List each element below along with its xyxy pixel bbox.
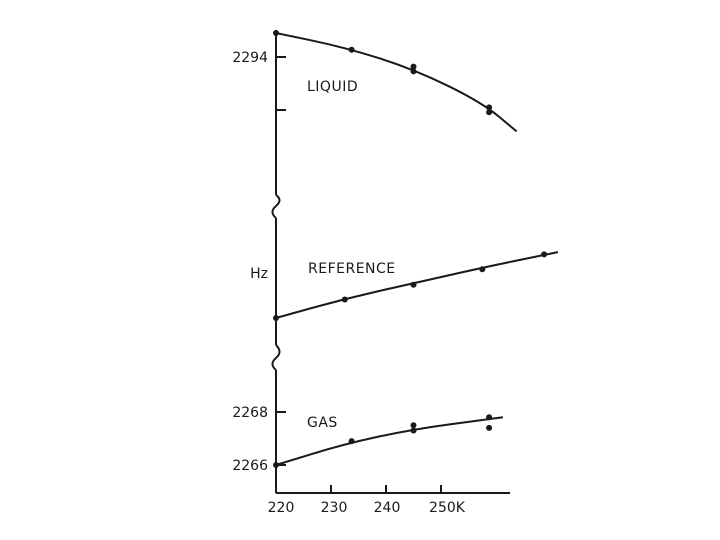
gas-data-point [348, 438, 355, 445]
series-label-reference: REFERENCE [308, 261, 396, 277]
liquid-data-point [410, 68, 417, 75]
chart-marks [273, 30, 559, 468]
reference-fit-curve [275, 251, 559, 319]
liquid-fit-curve [275, 32, 518, 133]
series-label-liquid: LIQUID [307, 79, 358, 95]
y-tick-label-2266: 2266 [232, 458, 268, 474]
liquid-data-point [486, 109, 493, 116]
gas-data-point [486, 414, 493, 421]
liquid-data-point [410, 63, 417, 70]
x-tick-label-240: 240 [374, 500, 401, 516]
liquid-data-point [273, 30, 279, 36]
reference-data-point [479, 266, 486, 273]
gas-data-point [410, 427, 417, 434]
gas-data-point [486, 424, 493, 431]
x-tick-label-230: 230 [321, 500, 348, 516]
x-tick-label-250k: 250K [429, 500, 466, 516]
gas-fit-curve [275, 416, 504, 466]
reference-data-point [341, 296, 348, 303]
x-tick-label-220: 220 [268, 500, 295, 516]
y-tick-label-2294: 2294 [232, 50, 268, 66]
y-axis-label: Hz [250, 266, 268, 282]
liquid-data-point [348, 46, 355, 53]
axis-break-lower [271, 344, 281, 371]
gas-data-point [410, 422, 417, 429]
liquid-data-point [486, 104, 493, 111]
series-label-gas: GAS [307, 415, 338, 431]
gas-data-point [273, 462, 279, 468]
reference-data-point [410, 281, 417, 288]
reference-data-point [541, 251, 548, 258]
y-tick-label-2268: 2268 [232, 405, 268, 421]
reference-data-point [273, 315, 279, 321]
axis-break-upper [271, 194, 281, 219]
